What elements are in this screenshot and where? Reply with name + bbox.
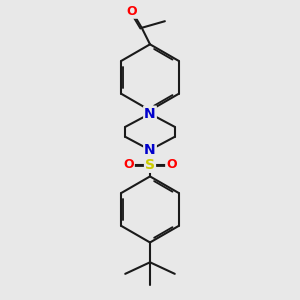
Text: S: S — [145, 158, 155, 172]
Text: O: O — [166, 158, 177, 171]
Text: N: N — [144, 143, 156, 157]
Text: N: N — [144, 107, 156, 121]
Text: O: O — [123, 158, 134, 171]
Text: O: O — [127, 5, 137, 18]
